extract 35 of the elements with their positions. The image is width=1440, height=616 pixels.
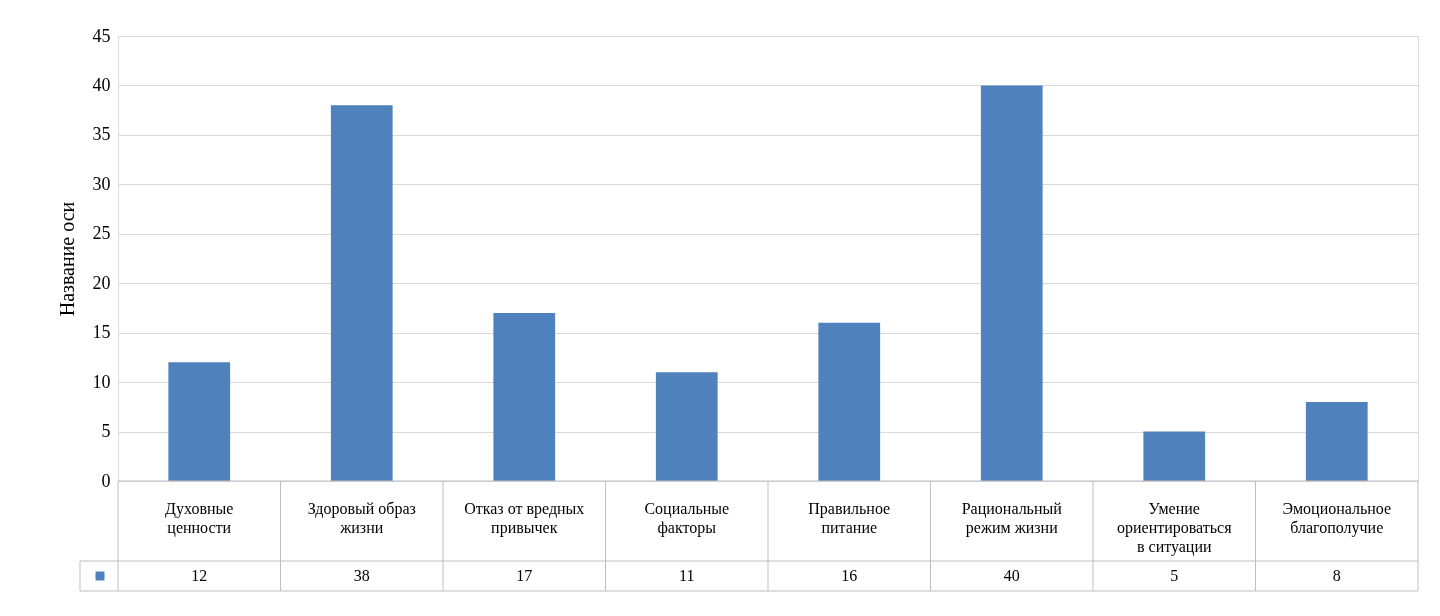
bar: [330, 105, 393, 481]
bar: [168, 362, 231, 481]
y-tick-label: 45: [92, 25, 111, 46]
data-label: 11: [679, 567, 695, 584]
bar: [1305, 401, 1368, 481]
x-tick-label: Отказ от вредных привычек: [464, 500, 585, 537]
x-tick-label: Правильное питание: [808, 500, 891, 536]
data-label: 16: [841, 567, 858, 584]
y-tick-label: 0: [101, 470, 111, 491]
bar: [980, 85, 1043, 481]
y-axis-title: Название оси: [55, 201, 78, 317]
data-label: 5: [1170, 567, 1179, 584]
data-label: 8: [1332, 567, 1341, 584]
x-tick-label: Рациональный режим жизни: [961, 500, 1063, 537]
x-tick-label: Социальные факторы: [644, 500, 730, 537]
data-label: 40: [1003, 567, 1020, 584]
bar: [493, 312, 556, 481]
bar: [1143, 431, 1206, 481]
x-tick-label: Духовные ценности: [165, 500, 234, 537]
y-tick-label: 5: [101, 421, 111, 442]
y-tick-label: 25: [92, 223, 111, 244]
x-tick-label: Эмоциональное благополучие: [1282, 500, 1392, 537]
y-tick-label: 20: [92, 272, 111, 293]
data-label: 38: [353, 567, 370, 584]
y-tick-label: 35: [92, 124, 111, 145]
x-tick-label: Умение ориентироваться в ситуации: [1116, 500, 1233, 556]
data-label: 17: [516, 567, 533, 584]
x-tick-label: Здоровый образ жизни: [307, 500, 416, 536]
y-tick-label: 10: [92, 371, 111, 392]
bar: [818, 322, 881, 481]
bar: [655, 372, 718, 481]
y-tick-label: 40: [92, 74, 111, 95]
data-label: 12: [191, 567, 208, 584]
y-tick-label: 30: [92, 173, 111, 194]
y-tick-label: 15: [92, 322, 111, 343]
